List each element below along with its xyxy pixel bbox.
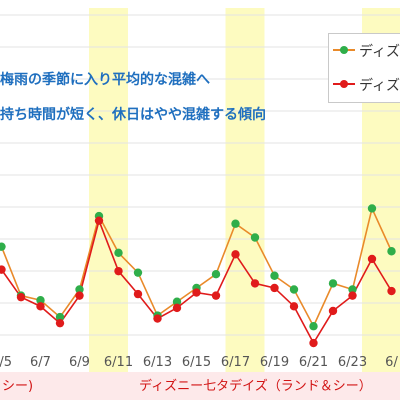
data-point-series-1-6-7	[36, 296, 45, 305]
data-point-series-2-6-23	[348, 291, 357, 300]
data-point-series-2-6-16	[211, 291, 221, 300]
x-tick-labels: 6/5 6/7 6/9 6/11 6/13 6/15 6/17 6/19 6/21 6/23 6/	[0, 355, 398, 370]
bottom-label-left: シー)	[2, 379, 33, 394]
data-point-series-1-6-18	[250, 233, 260, 242]
series-line-2	[0, 218, 393, 345]
data-point-series-2-6-5	[0, 265, 6, 274]
x-tick-label: 6/15	[182, 355, 211, 370]
data-point-series-1-6-17	[231, 219, 240, 228]
data-point-series-2-6-15	[192, 288, 201, 297]
data-point-series-2-6-8	[55, 318, 65, 328]
series-line-1	[0, 205, 393, 329]
bottom-label-row: シー) ディズニー七タデイズ（ランド＆シー）	[0, 372, 400, 400]
data-point-series-1-6-9	[75, 285, 84, 294]
annotation-wait-time: 持ち時間が短く、休日はやや混雑する傾向	[0, 107, 266, 123]
data-point-series-2-6-22	[328, 306, 338, 316]
data-point-series-2-6-12	[133, 289, 143, 299]
x-tick-label: 6/11	[104, 355, 133, 370]
annotation-rainy-season: 梅雨の季節に入り平均的な混雑へ	[0, 72, 210, 88]
series-points	[0, 204, 396, 348]
legend-label-series-2: ディズ	[359, 78, 400, 94]
data-point-series-1-6-12	[133, 268, 143, 277]
x-tick-label: 6/7	[30, 355, 51, 370]
x-tick-label: 6/	[385, 355, 398, 370]
data-point-series-2-6-17	[231, 250, 240, 259]
data-point-series-2-6-6	[16, 292, 26, 302]
legend: ディズ ディズ	[328, 33, 400, 103]
data-point-series-1-6-25	[387, 247, 396, 256]
data-point-series-1-6-5	[0, 242, 6, 251]
data-point-series-2-6-7	[36, 302, 45, 311]
data-point-series-2-6-11	[114, 266, 123, 276]
legend-swatch-series-2	[333, 80, 355, 88]
data-point-series-2-6-14	[172, 303, 182, 313]
series-lines	[0, 205, 393, 345]
legend-label-series-1: ディズ	[359, 44, 400, 60]
x-tick-label: 6/21	[299, 355, 328, 370]
data-point-series-2-6-13	[153, 314, 162, 323]
data-point-series-1-6-20	[289, 285, 299, 294]
bottom-label-bg	[0, 372, 400, 400]
data-point-series-2-6-9	[75, 291, 84, 300]
data-point-series-1-6-22	[328, 279, 338, 288]
data-point-series-2-6-21	[309, 338, 318, 348]
highlight-band-6-10	[89, 8, 128, 372]
data-point-series-1-6-14	[172, 297, 182, 306]
data-point-series-1-6-11	[114, 248, 123, 257]
x-tick-label: 6/19	[260, 355, 289, 370]
data-point-series-2-6-10	[94, 216, 104, 225]
x-tick-label: 6/5	[0, 355, 12, 370]
data-point-series-1-6-8	[55, 312, 65, 322]
data-point-series-2-6-25	[387, 286, 396, 296]
data-point-series-2-6-18	[250, 279, 260, 288]
gridlines	[0, 14, 400, 336]
data-point-series-2-6-19	[270, 283, 279, 293]
x-tick-label: 6/9	[69, 355, 90, 370]
data-point-series-2-6-20	[289, 302, 299, 311]
bottom-label-event: ディズニー七タデイズ（ランド＆シー）	[139, 378, 372, 394]
data-point-series-1-6-24	[367, 204, 377, 213]
data-point-series-1-6-16	[211, 270, 221, 279]
x-tick-label: 6/17	[221, 355, 250, 370]
data-point-series-2-6-24	[367, 254, 377, 264]
data-point-series-1-6-21	[309, 322, 318, 331]
x-tick-label: 6/13	[143, 355, 172, 370]
data-point-series-1-6-23	[348, 285, 357, 294]
highlight-band-6-17	[225, 8, 265, 372]
legend-swatch-series-1	[333, 46, 355, 54]
data-point-series-1-6-19	[270, 271, 279, 280]
x-tick-label: 6/23	[338, 355, 367, 370]
